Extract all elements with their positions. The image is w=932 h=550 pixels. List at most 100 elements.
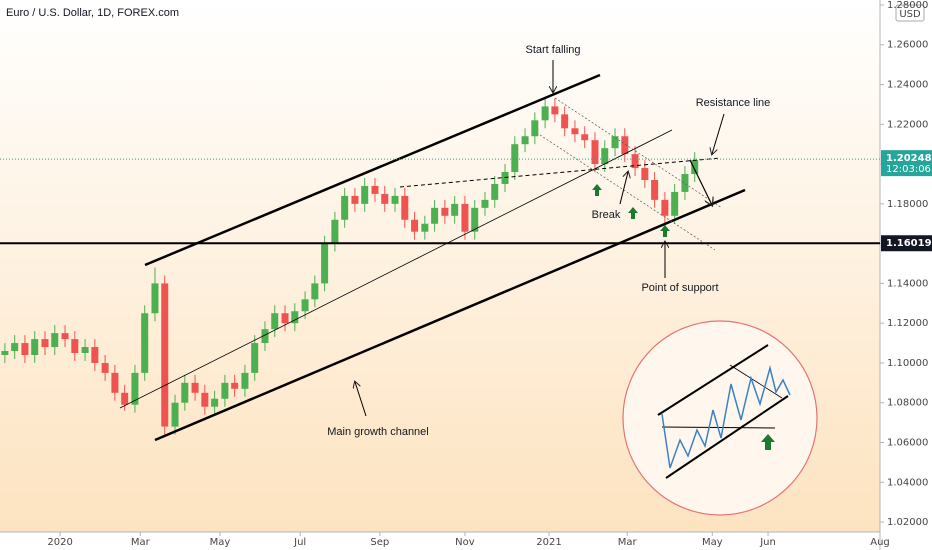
x-tick-label: Jul — [293, 537, 306, 548]
y-tick-label: 1.02000 — [887, 517, 928, 528]
inset-channel — [657, 344, 769, 416]
candle-body — [411, 219, 419, 232]
candle-body — [441, 207, 449, 216]
annotation: Resistance line — [696, 97, 771, 109]
up-arrow — [628, 207, 638, 219]
candle-body — [101, 362, 109, 373]
candle-body — [311, 283, 319, 300]
inset-price — [661, 365, 791, 469]
currency: USD — [899, 9, 921, 20]
candle-body — [231, 382, 239, 389]
candle-body — [531, 120, 539, 137]
annotation: Main growth channel — [327, 426, 429, 438]
countdown: 12:03:06 — [886, 164, 931, 175]
candle-body — [81, 347, 89, 354]
candle-body — [31, 339, 39, 355]
candle-body — [421, 223, 429, 232]
candle-body — [601, 148, 609, 165]
inset-circle — [622, 320, 818, 516]
x-tick-label: Mar — [618, 537, 638, 548]
channel-middle — [119, 129, 673, 409]
candle-body — [671, 191, 679, 216]
candle-body — [91, 347, 99, 363]
up-arrow — [761, 434, 775, 450]
candle-body — [551, 106, 559, 115]
candle-body — [161, 283, 169, 427]
y-tick-label: 1.28000 — [887, 0, 928, 11]
y-tick-label: 1.18000 — [887, 199, 928, 210]
candle-body — [541, 106, 549, 121]
candle-body — [111, 372, 119, 393]
candle-body — [21, 343, 29, 355]
candle-body — [571, 128, 579, 135]
projection — [689, 159, 712, 205]
candles — [1, 98, 699, 435]
candle-body — [581, 134, 589, 141]
candle-body — [241, 372, 249, 389]
channel-top — [144, 73, 601, 267]
candle-body — [371, 185, 379, 194]
candle-body — [191, 382, 199, 393]
candle-body — [151, 283, 159, 314]
annotation: Break — [592, 209, 621, 221]
candle-body — [611, 136, 619, 149]
candle-body — [591, 140, 599, 165]
candle-body — [331, 219, 339, 244]
inset-channel — [665, 395, 789, 479]
candle-body — [181, 382, 189, 403]
arrow — [619, 172, 628, 205]
candle-body — [501, 172, 509, 184]
time-axis — [0, 532, 880, 550]
y-tick-label: 1.10000 — [887, 358, 928, 369]
candle-body — [341, 195, 349, 220]
candle-body — [41, 339, 49, 348]
candle-body — [251, 343, 259, 373]
x-tick-label: 2021 — [536, 537, 561, 548]
annotation: Point of support — [641, 282, 718, 294]
y-tick-label: 1.26000 — [887, 40, 928, 51]
candle-body — [361, 185, 369, 204]
candle-body — [401, 195, 409, 220]
price-tag-label: 1.16019 — [886, 238, 932, 249]
candle-body — [461, 203, 469, 232]
annotation: Start falling — [525, 44, 580, 56]
candle-body — [451, 203, 459, 216]
candle-body — [61, 333, 69, 340]
y-tick-label: 1.12000 — [887, 318, 928, 329]
candle-body — [471, 207, 479, 232]
y-tick-label: 1.04000 — [887, 477, 928, 488]
price-axis — [880, 0, 932, 550]
candle-body — [71, 339, 79, 354]
candle-body — [491, 183, 499, 200]
candle-body — [121, 392, 129, 405]
x-tick-label: Nov — [455, 537, 475, 548]
arrow — [355, 382, 367, 417]
x-tick-label: Mar — [131, 537, 151, 548]
candle-body — [431, 207, 439, 224]
candle-body — [661, 199, 669, 216]
candle-body — [201, 392, 209, 407]
candle-body — [511, 144, 519, 173]
y-tick-label: 1.08000 — [887, 398, 928, 409]
y-tick-label: 1.06000 — [887, 438, 928, 449]
candle-body — [131, 372, 139, 405]
candle-body — [141, 313, 149, 373]
candle-body — [51, 333, 59, 348]
last-price-tag — [881, 150, 932, 177]
candle-body — [651, 179, 659, 200]
x-tick-label: Jun — [759, 537, 776, 548]
candle-body — [1, 351, 9, 355]
candle-body — [11, 343, 19, 352]
inset-line — [729, 364, 783, 399]
candle-body — [561, 114, 569, 129]
chart-title: Euro / U.S. Dollar, 1D, FOREX.com — [6, 7, 179, 19]
candle-body — [391, 195, 399, 204]
y-tick-label: 1.14000 — [887, 278, 928, 289]
currency-box — [895, 4, 925, 22]
falling-channel — [539, 134, 716, 251]
candle-body — [351, 195, 359, 204]
candle-body — [291, 311, 299, 324]
candle-body — [211, 398, 219, 407]
candle-body — [271, 313, 279, 330]
